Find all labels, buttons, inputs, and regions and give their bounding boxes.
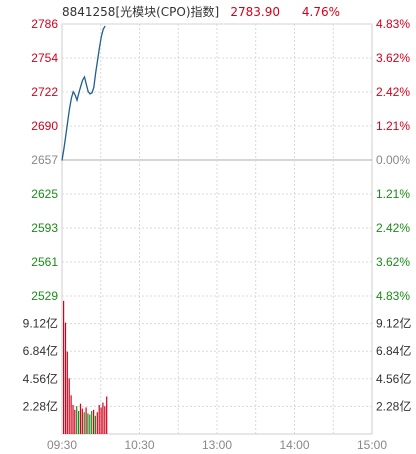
- volume-bar: [83, 412, 85, 434]
- chart-header: 8841258[光模块(CPO)指数] 2783.90 4.76%: [62, 4, 340, 19]
- volume-bar: [79, 403, 82, 434]
- time-tick-label: 15:00: [357, 438, 387, 452]
- volume-bar: [72, 404, 74, 434]
- volume-bar: [98, 404, 100, 434]
- price-tick-label: 2529: [31, 289, 58, 303]
- volume-tick-label: 2.28亿: [23, 398, 58, 413]
- price-tick-label: 2690: [31, 119, 58, 133]
- volume-tick-label: 9.12亿: [23, 316, 58, 331]
- volume-bar: [87, 413, 89, 434]
- volume-bar: [76, 406, 78, 434]
- volume-tick-label: 9.12亿: [376, 316, 411, 331]
- volume-bar: [78, 411, 80, 434]
- volume-bar: [81, 408, 83, 434]
- percent-tick-label: 3.62%: [376, 255, 410, 269]
- volume-bar: [68, 378, 70, 434]
- volume-tick-label: 4.56亿: [376, 371, 411, 386]
- volume-tick-label: 6.84亿: [23, 343, 58, 358]
- volume-bar: [85, 407, 87, 434]
- price-tick-label: 2786: [31, 17, 58, 31]
- price-tick-label: 2754: [31, 51, 58, 65]
- price-tick-label: 2657: [31, 153, 58, 167]
- price-tick-label: 2561: [31, 255, 58, 269]
- volume-bar: [74, 409, 76, 434]
- volume-bar: [94, 415, 96, 434]
- time-axis: 09:30 10:30 13:00 14:00 15:00: [47, 438, 387, 452]
- volume-bar: [102, 402, 104, 434]
- percent-tick-label: 4.83%: [376, 17, 410, 31]
- percent-tick-label: 1.21%: [376, 119, 410, 133]
- percent-tick-label: 1.21%: [376, 187, 410, 201]
- change-percent: 4.76%: [302, 5, 340, 19]
- volume-tick-label: 4.56亿: [23, 371, 58, 386]
- volume-bar: [91, 411, 93, 434]
- volume-axis-left: 9.12亿 6.84亿 4.56亿 2.28亿: [23, 316, 58, 414]
- percent-axis: 4.83% 3.62% 2.42% 1.21% 0.00% 1.21% 2.42% 3.62%…: [376, 17, 410, 303]
- volume-bar: [100, 407, 102, 434]
- volume-bar: [70, 395, 72, 434]
- price-line: [61, 25, 106, 161]
- percent-tick-label: 3.62%: [376, 51, 410, 65]
- volume-bar: [93, 409, 95, 434]
- volume-bar: [66, 351, 68, 434]
- volume-tick-label: 6.84亿: [376, 343, 411, 358]
- grid: [61, 23, 373, 435]
- price-line-layer: [61, 25, 106, 161]
- last-price: 2783.90: [230, 5, 280, 19]
- index-name: 8841258[光模块(CPO)指数]: [62, 4, 219, 19]
- time-tick-label: 10:30: [124, 438, 154, 452]
- price-tick-label: 2722: [31, 85, 58, 99]
- percent-tick-label: 2.42%: [376, 85, 410, 99]
- price-tick-label: 2593: [31, 221, 58, 235]
- volume-bar: [106, 396, 108, 434]
- time-tick-label: 09:30: [47, 438, 77, 452]
- time-tick-label: 13:00: [202, 438, 232, 452]
- price-tick-label: 2625: [31, 187, 58, 201]
- percent-tick-label: 4.83%: [376, 289, 410, 303]
- percent-tick-label: 2.42%: [376, 221, 410, 235]
- percent-tick-label: 0.00%: [376, 153, 410, 167]
- volume-bar: [89, 414, 91, 434]
- volume-bars: [63, 300, 108, 434]
- price-axis: 2786 2754 2722 2690 2657 2625 2593 2561 2529: [31, 17, 58, 303]
- volume-bar: [96, 412, 98, 434]
- volume-bar: [64, 322, 67, 434]
- volume-bar: [104, 406, 106, 434]
- volume-tick-label: 2.28亿: [376, 398, 411, 413]
- time-tick-label: 14:00: [279, 438, 309, 452]
- volume-axis-right: 9.12亿 6.84亿 4.56亿 2.28亿: [376, 316, 411, 414]
- volume-bar: [63, 300, 65, 434]
